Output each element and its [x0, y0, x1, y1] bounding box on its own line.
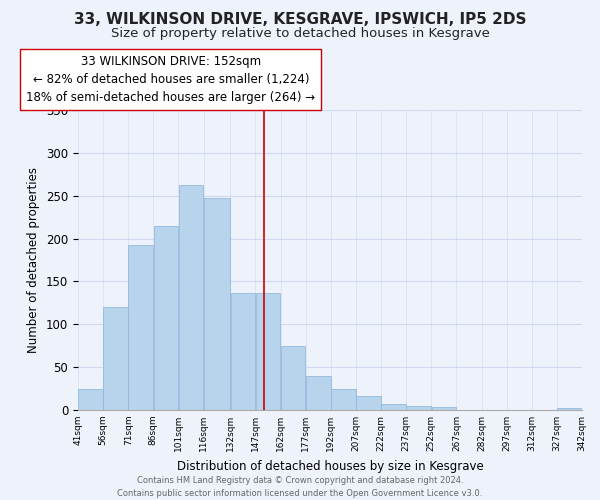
Text: 33, WILKINSON DRIVE, KESGRAVE, IPSWICH, IP5 2DS: 33, WILKINSON DRIVE, KESGRAVE, IPSWICH, … — [74, 12, 526, 28]
Bar — [230, 292, 255, 410]
X-axis label: Distribution of detached houses by size in Kesgrave: Distribution of detached houses by size … — [176, 460, 484, 472]
Text: Contains HM Land Registry data © Crown copyright and database right 2024.
Contai: Contains HM Land Registry data © Crown c… — [118, 476, 482, 498]
Bar — [382, 404, 406, 410]
Bar — [103, 307, 128, 410]
Bar — [356, 396, 381, 410]
Bar — [179, 186, 203, 410]
Bar — [557, 408, 582, 410]
Bar — [256, 294, 280, 410]
Bar — [431, 406, 456, 410]
Bar — [331, 388, 356, 410]
Text: 33 WILKINSON DRIVE: 152sqm
← 82% of detached houses are smaller (1,224)
18% of s: 33 WILKINSON DRIVE: 152sqm ← 82% of deta… — [26, 55, 316, 104]
Text: Size of property relative to detached houses in Kesgrave: Size of property relative to detached ho… — [110, 28, 490, 40]
Bar — [154, 226, 178, 410]
Bar — [78, 390, 103, 410]
Bar — [204, 198, 230, 410]
Y-axis label: Number of detached properties: Number of detached properties — [28, 167, 40, 353]
Bar — [128, 244, 153, 410]
Bar — [406, 406, 431, 410]
Bar — [281, 346, 305, 410]
Bar — [306, 376, 331, 410]
